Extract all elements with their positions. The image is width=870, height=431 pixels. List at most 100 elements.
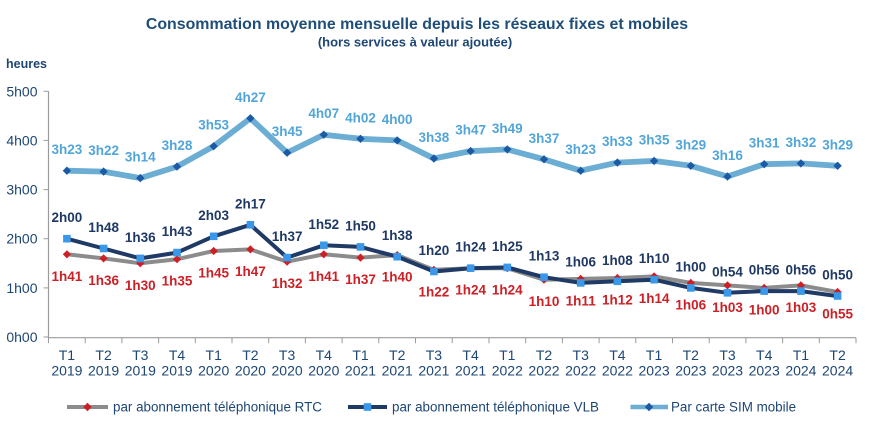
svg-text:2019: 2019: [125, 363, 156, 379]
svg-text:2h00: 2h00: [6, 231, 37, 247]
svg-text:3h16: 3h16: [712, 148, 743, 163]
svg-text:T3: T3: [719, 347, 736, 363]
svg-text:0h00: 0h00: [6, 329, 37, 345]
svg-text:1h06: 1h06: [565, 254, 596, 269]
svg-text:1h47: 1h47: [235, 264, 266, 279]
svg-text:2021: 2021: [345, 363, 376, 379]
svg-text:1h40: 1h40: [382, 270, 413, 285]
svg-text:T2: T2: [536, 347, 553, 363]
svg-text:1h35: 1h35: [162, 274, 193, 289]
svg-text:1h30: 1h30: [125, 278, 156, 293]
svg-text:4h02: 4h02: [345, 110, 376, 125]
svg-text:T3: T3: [132, 347, 149, 363]
svg-text:1h00: 1h00: [6, 280, 37, 296]
svg-text:T4: T4: [316, 347, 333, 363]
svg-text:3h23: 3h23: [565, 142, 596, 157]
svg-text:4h27: 4h27: [235, 90, 266, 105]
svg-text:0h50: 0h50: [822, 268, 853, 283]
svg-text:T3: T3: [573, 347, 590, 363]
svg-text:2020: 2020: [308, 363, 339, 379]
svg-text:T4: T4: [756, 347, 773, 363]
svg-text:1h38: 1h38: [382, 228, 413, 243]
svg-text:0h55: 0h55: [822, 307, 853, 322]
svg-text:3h53: 3h53: [198, 118, 229, 133]
svg-text:3h23: 3h23: [52, 142, 83, 157]
svg-text:2021: 2021: [382, 363, 413, 379]
svg-text:Par carte SIM mobile: Par carte SIM mobile: [671, 400, 796, 415]
svg-text:3h14: 3h14: [125, 150, 156, 165]
svg-text:1h37: 1h37: [345, 272, 376, 287]
svg-text:4h00: 4h00: [6, 132, 37, 148]
svg-text:1h00: 1h00: [749, 302, 780, 317]
svg-text:2020: 2020: [198, 363, 229, 379]
svg-text:T1: T1: [59, 347, 76, 363]
svg-text:1h32: 1h32: [272, 276, 303, 291]
svg-text:T1: T1: [793, 347, 810, 363]
svg-text:2019: 2019: [51, 363, 82, 379]
svg-text:T4: T4: [462, 347, 479, 363]
svg-text:1h48: 1h48: [88, 220, 119, 235]
svg-text:3h38: 3h38: [419, 130, 450, 145]
svg-text:3h33: 3h33: [602, 134, 633, 149]
svg-text:Consommation moyenne mensuelle: Consommation moyenne mensuelle depuis le…: [146, 16, 688, 33]
svg-text:3h29: 3h29: [822, 137, 853, 152]
svg-text:1h12: 1h12: [602, 293, 633, 308]
svg-text:2022: 2022: [565, 363, 596, 379]
svg-text:0h56: 0h56: [786, 263, 817, 278]
svg-text:3h28: 3h28: [162, 138, 193, 153]
svg-text:1h37: 1h37: [272, 229, 303, 244]
svg-text:1h00: 1h00: [675, 259, 706, 274]
svg-text:3h00: 3h00: [6, 182, 37, 198]
svg-text:2023: 2023: [749, 363, 780, 379]
svg-text:2023: 2023: [639, 363, 670, 379]
svg-text:T2: T2: [683, 347, 700, 363]
svg-text:1h14: 1h14: [639, 291, 670, 306]
svg-text:2h17: 2h17: [235, 196, 266, 211]
svg-text:2021: 2021: [455, 363, 486, 379]
svg-text:1h10: 1h10: [639, 251, 670, 266]
svg-text:T4: T4: [169, 347, 186, 363]
svg-text:T2: T2: [829, 347, 846, 363]
svg-text:3h37: 3h37: [529, 131, 560, 146]
svg-text:3h31: 3h31: [749, 136, 780, 151]
svg-text:2h03: 2h03: [198, 208, 229, 223]
svg-text:4h07: 4h07: [308, 106, 339, 121]
svg-text:2023: 2023: [712, 363, 743, 379]
svg-text:1h10: 1h10: [529, 294, 560, 309]
svg-text:1h43: 1h43: [162, 224, 193, 239]
svg-text:2h00: 2h00: [52, 210, 83, 225]
svg-text:3h22: 3h22: [88, 143, 119, 158]
svg-text:T3: T3: [426, 347, 443, 363]
svg-text:T1: T1: [499, 347, 516, 363]
svg-text:1h20: 1h20: [419, 243, 450, 258]
svg-text:1h24: 1h24: [492, 283, 523, 298]
svg-text:3h35: 3h35: [639, 132, 670, 147]
svg-text:2024: 2024: [822, 363, 853, 379]
svg-text:0h54: 0h54: [712, 264, 743, 279]
svg-text:2020: 2020: [235, 363, 266, 379]
svg-text:4h00: 4h00: [382, 112, 413, 127]
svg-text:par abonnement téléphonique VL: par abonnement téléphonique VLB: [392, 400, 599, 415]
svg-text:(hors services à valeur ajouté: (hors services à valeur ajoutée): [318, 35, 512, 50]
svg-text:1h13: 1h13: [529, 249, 560, 264]
svg-text:T2: T2: [95, 347, 112, 363]
svg-text:1h41: 1h41: [308, 269, 339, 284]
svg-text:0h56: 0h56: [749, 263, 780, 278]
svg-text:2024: 2024: [785, 363, 816, 379]
svg-text:2019: 2019: [88, 363, 119, 379]
svg-text:T2: T2: [242, 347, 259, 363]
svg-text:1h22: 1h22: [419, 284, 450, 299]
svg-text:1h03: 1h03: [786, 300, 817, 315]
svg-text:3h47: 3h47: [455, 123, 486, 138]
svg-text:T1: T1: [646, 347, 663, 363]
svg-text:2022: 2022: [528, 363, 559, 379]
svg-text:2019: 2019: [161, 363, 192, 379]
svg-text:5h00: 5h00: [6, 83, 37, 99]
svg-text:1h08: 1h08: [602, 253, 633, 268]
svg-text:3h45: 3h45: [272, 124, 303, 139]
svg-text:T3: T3: [279, 347, 296, 363]
svg-text:3h49: 3h49: [492, 121, 523, 136]
svg-text:1h36: 1h36: [88, 273, 119, 288]
svg-text:1h41: 1h41: [52, 269, 83, 284]
svg-text:1h11: 1h11: [566, 293, 597, 308]
